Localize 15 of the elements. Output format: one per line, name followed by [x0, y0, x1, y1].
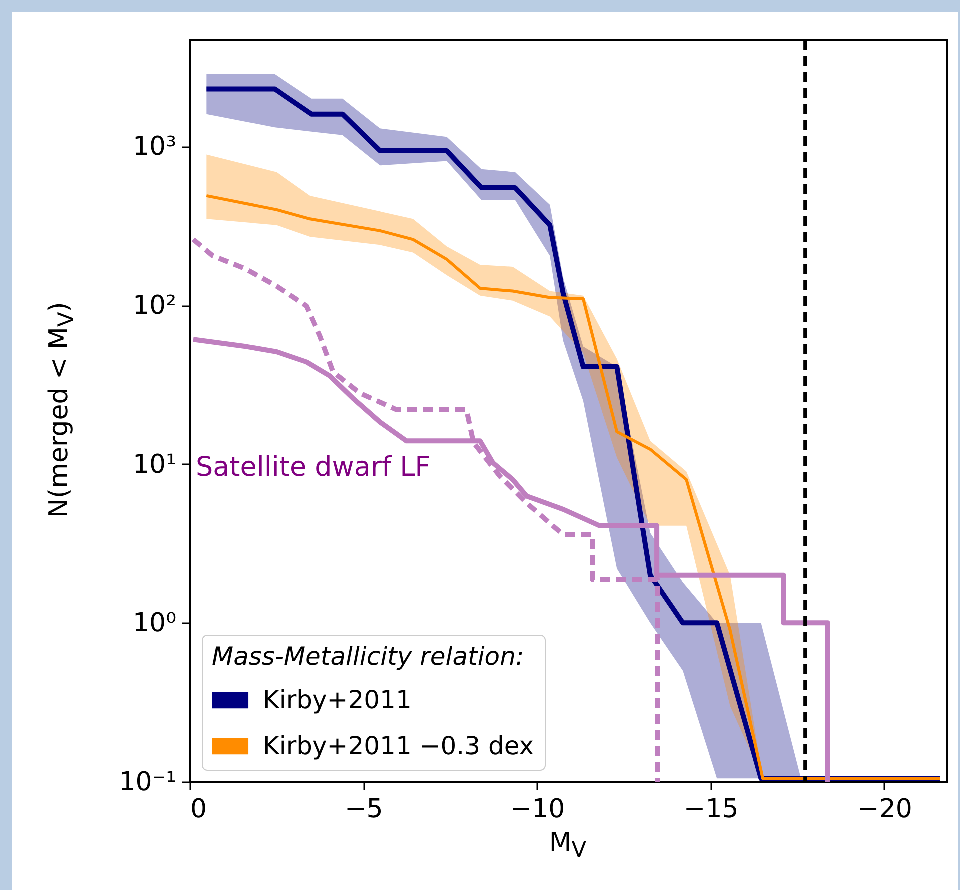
x-tick-label: −10	[510, 794, 566, 824]
x-tick-label: 0	[190, 794, 208, 824]
y-tick-label: 10²	[132, 291, 176, 322]
y-tick-label: 10⁻¹	[119, 768, 176, 798]
x-axis-title: M$_{V}$	[549, 828, 587, 864]
legend-label: Kirby+2011	[263, 686, 412, 714]
y-tick-label: 10⁰	[132, 608, 176, 639]
x-tick-label: −15	[684, 794, 739, 824]
y-tick-label: 10³	[132, 132, 176, 162]
legend-title: Mass-Metallicity relation:	[212, 642, 524, 671]
legend-label: Kirby+2011 −0.3 dex	[263, 732, 534, 760]
annotation: Satellite dwarf LF	[196, 452, 431, 483]
x-tick-label: −20	[858, 794, 912, 824]
x-tick-label: −5	[344, 794, 384, 824]
y-tick-label: 10¹	[132, 450, 176, 480]
